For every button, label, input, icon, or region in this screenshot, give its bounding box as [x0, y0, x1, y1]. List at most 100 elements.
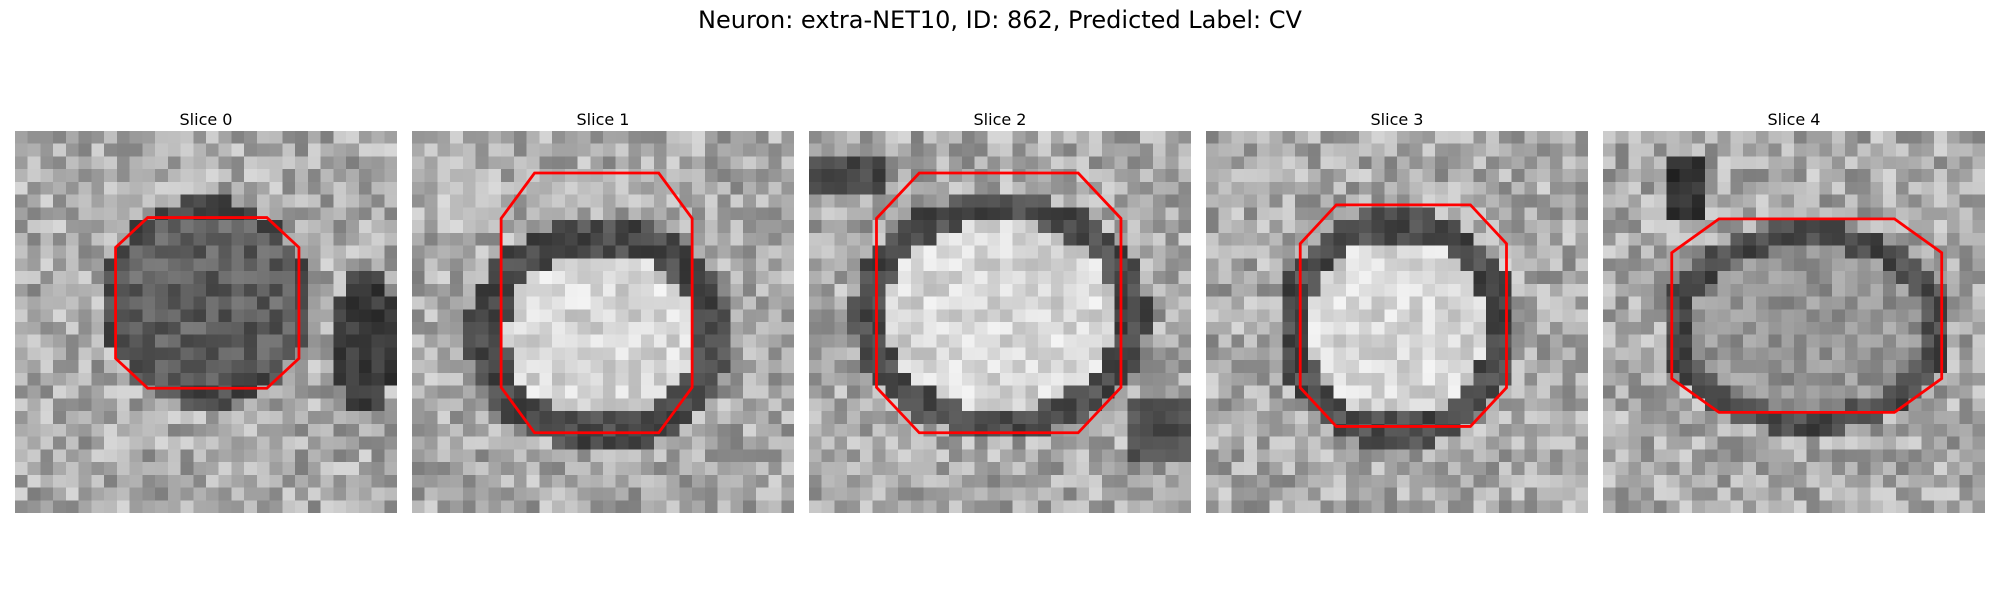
pixel: [616, 424, 629, 437]
pixel: [425, 335, 438, 348]
pixel: [847, 437, 860, 450]
pixel: [885, 284, 898, 297]
pixel: [1563, 398, 1576, 411]
pixel: [1178, 156, 1191, 169]
pixel: [104, 360, 117, 373]
pixel: [565, 411, 578, 424]
pixel: [1781, 182, 1794, 195]
pixel: [104, 424, 117, 437]
pixel: [949, 360, 962, 373]
pixel: [1089, 360, 1102, 373]
pixel: [616, 195, 629, 208]
pixel: [1512, 284, 1525, 297]
pixel: [168, 156, 181, 169]
pixel: [1921, 271, 1934, 284]
pixel: [565, 398, 578, 411]
pixel: [565, 233, 578, 246]
pixel: [193, 488, 206, 501]
pixel: [1473, 144, 1486, 157]
pixel: [822, 360, 835, 373]
pixel: [1461, 500, 1474, 513]
pixel: [911, 411, 924, 424]
pixel: [1947, 386, 1960, 399]
pixel: [1947, 322, 1960, 335]
pixel: [1206, 462, 1219, 475]
pixel: [384, 207, 397, 220]
pixel: [1127, 195, 1140, 208]
pixel: [1089, 424, 1102, 437]
pixel: [692, 424, 705, 437]
pixel: [142, 309, 155, 322]
pixel: [1524, 258, 1537, 271]
pixel: [809, 373, 822, 386]
pixel: [1206, 246, 1219, 259]
pixel: [1166, 207, 1179, 220]
pixel: [117, 169, 130, 182]
pixel: [1178, 284, 1191, 297]
pixel: [1870, 195, 1883, 208]
pixel: [590, 500, 603, 513]
pixel: [1038, 233, 1051, 246]
pixel: [1321, 271, 1334, 284]
pixel: [679, 335, 692, 348]
pixel: [1244, 246, 1257, 259]
pixel: [1257, 475, 1270, 488]
pixel: [527, 360, 540, 373]
pixel: [1756, 347, 1769, 360]
pixel: [1321, 500, 1334, 513]
pixel: [1025, 373, 1038, 386]
pixel: [1960, 284, 1973, 297]
pixel: [1550, 233, 1563, 246]
pixel: [628, 398, 641, 411]
pixel: [1743, 449, 1756, 462]
pixel: [987, 322, 1000, 335]
pixel: [936, 373, 949, 386]
pixel: [346, 156, 359, 169]
pixel: [257, 373, 270, 386]
pixel: [1308, 360, 1321, 373]
pixel: [1257, 233, 1270, 246]
pixel: [1743, 156, 1756, 169]
pixel: [1730, 500, 1743, 513]
pixel: [1448, 284, 1461, 297]
pixel: [527, 475, 540, 488]
pixel: [936, 169, 949, 182]
pixel: [565, 195, 578, 208]
pixel: [155, 309, 168, 322]
pixel: [1769, 475, 1782, 488]
pixel: [641, 156, 654, 169]
pixel: [718, 284, 731, 297]
pixel: [1718, 169, 1731, 182]
pixel: [1295, 144, 1308, 157]
pixel: [1178, 144, 1191, 157]
pixel: [359, 398, 372, 411]
pixel: [1705, 335, 1718, 348]
pixel: [1641, 169, 1654, 182]
pixel: [679, 156, 692, 169]
pixel: [809, 411, 822, 424]
pixel: [1102, 220, 1115, 233]
pixel: [628, 373, 641, 386]
pixel: [91, 233, 104, 246]
pixel: [1153, 156, 1166, 169]
pixel: [1563, 297, 1576, 310]
pixel: [1794, 258, 1807, 271]
pixel: [1270, 182, 1283, 195]
pixel: [1000, 233, 1013, 246]
pixel: [1448, 309, 1461, 322]
pixel: [28, 309, 41, 322]
pixel: [756, 449, 769, 462]
pixel: [1628, 347, 1641, 360]
pixel: [924, 297, 937, 310]
pixel: [1231, 284, 1244, 297]
pixel: [476, 258, 489, 271]
pixel: [1257, 449, 1270, 462]
pixel: [437, 411, 450, 424]
pixel: [1282, 207, 1295, 220]
pixel: [1372, 449, 1385, 462]
pixel: [15, 144, 28, 157]
pixel: [168, 246, 181, 259]
pixel: [1013, 411, 1026, 424]
pixel: [692, 360, 705, 373]
pixel: [962, 411, 975, 424]
